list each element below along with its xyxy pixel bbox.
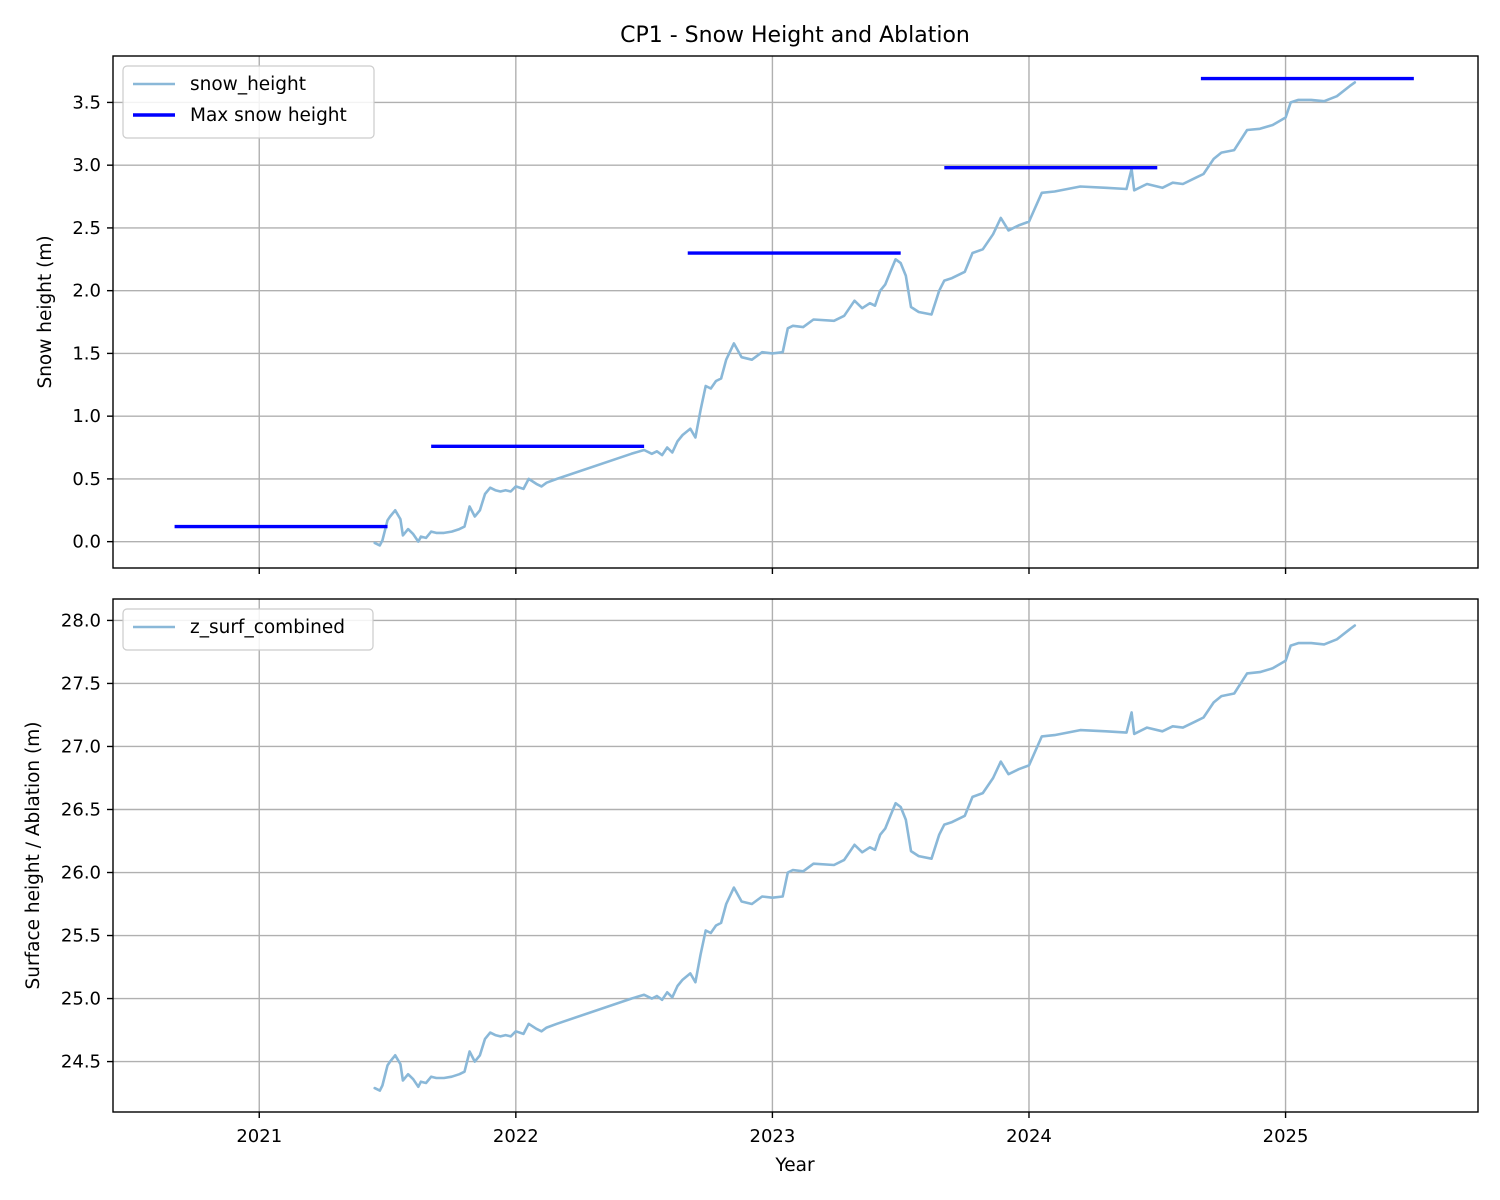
y-tick-label: 1.5 xyxy=(72,343,101,364)
snow-height-y-axis-label: Snow height (m) xyxy=(35,235,56,388)
snow-height-x-ticks xyxy=(258,568,1287,574)
x-tick-label: 2021 xyxy=(236,1126,282,1147)
y-tick-label: 1.0 xyxy=(72,406,101,427)
y-tick-label: 25.0 xyxy=(61,989,101,1010)
surface-height-legend: z_surf_combined xyxy=(122,608,374,651)
y-tick-label: 24.5 xyxy=(61,1052,101,1073)
y-tick-label: 28.0 xyxy=(61,610,101,631)
y-tick-label: 0.5 xyxy=(72,469,101,490)
snow-height-y-ticks: 0.0 0.5 1.0 1.5 2.0 2.5 3.0 3.5 xyxy=(72,92,113,553)
chart-title: CP1 - Snow Height and Ablation xyxy=(620,23,970,48)
legend-box xyxy=(122,65,375,139)
legend-entry-label: snow_height xyxy=(190,74,306,95)
y-tick-label: 3.5 xyxy=(72,92,101,113)
snow-height-line xyxy=(373,81,1357,547)
surface-height-grid xyxy=(113,599,1478,1112)
y-tick-label: 26.5 xyxy=(61,799,101,820)
snow-height-series xyxy=(174,76,1414,547)
snow-height-legend: snow_height Max snow height xyxy=(122,65,375,139)
legend-entry-label: z_surf_combined xyxy=(190,617,345,638)
y-tick-label: 2.5 xyxy=(72,218,101,239)
surface-height-axes-frame xyxy=(112,598,1479,1113)
y-tick-label: 26.0 xyxy=(61,863,101,884)
snow-height-axes-frame xyxy=(112,55,1479,569)
y-tick-label: 3.0 xyxy=(72,155,101,176)
x-tick-label: 2023 xyxy=(750,1126,796,1147)
snow-height-grid xyxy=(113,56,1478,568)
legend-entry-label: Max snow height xyxy=(190,105,347,126)
x-tick-label: 2024 xyxy=(1006,1126,1052,1147)
surface-height-y-ticks: 24.5 25.0 25.5 26.0 26.5 27.0 27.5 28.0 xyxy=(61,610,113,1073)
surface-height-panel: 2021 2022 2023 2024 2025 24.5 25.0 25.5 26.0 26.… xyxy=(23,598,1479,1147)
z-surf-combined-line xyxy=(373,624,1357,1092)
y-tick-label: 2.0 xyxy=(72,281,101,302)
y-tick-label: 25.5 xyxy=(61,926,101,947)
y-tick-label: 0.0 xyxy=(72,532,101,553)
x-axis-label: Year xyxy=(774,1155,815,1176)
x-tick-label: 2025 xyxy=(1263,1126,1309,1147)
surface-height-series xyxy=(373,624,1357,1092)
snow-height-panel: 0.0 0.5 1.0 1.5 2.0 2.5 3.0 3.5 Snow height (m)… xyxy=(35,55,1479,574)
surface-height-x-ticks: 2021 2022 2023 2024 2025 xyxy=(236,1112,1308,1147)
legend-box xyxy=(122,608,374,651)
y-tick-label: 27.0 xyxy=(61,736,101,757)
surface-height-y-axis-label: Surface height / Ablation (m) xyxy=(23,722,44,990)
y-tick-label: 27.5 xyxy=(61,673,101,694)
x-tick-label: 2022 xyxy=(493,1126,539,1147)
